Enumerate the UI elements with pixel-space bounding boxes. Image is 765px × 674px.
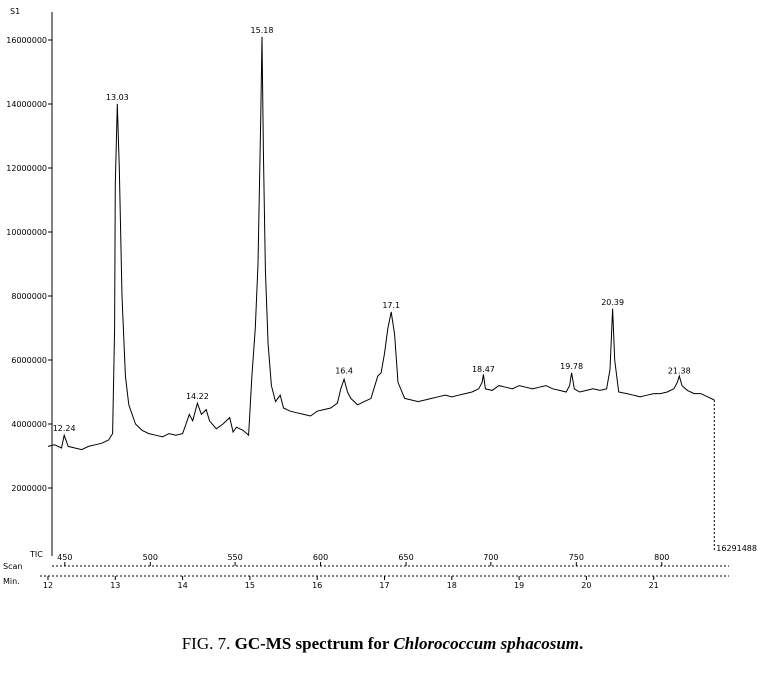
peak-label: 14.22 <box>186 392 209 401</box>
min-tick-label: 15 <box>245 581 255 590</box>
tic-label: TIC <box>29 550 43 559</box>
min-tick-label: 13 <box>110 581 120 590</box>
y-tick-label: 8000000 <box>11 292 47 301</box>
peak-label: 19.78 <box>560 362 583 371</box>
y-tick-label: 10000000 <box>6 228 47 237</box>
peak-label: 13.03 <box>106 93 129 102</box>
peak-label: 16.4 <box>335 367 353 376</box>
scan-tick-label: 550 <box>227 553 242 562</box>
caption-species: Chlorococcum sphacosum <box>393 634 580 653</box>
y-tick-label: 14000000 <box>6 100 47 109</box>
scan-tick-label: 450 <box>57 553 72 562</box>
min-tick-label: 18 <box>447 581 457 590</box>
peak-label: 18.47 <box>472 365 495 374</box>
labels-layer: 12.24 13.03 14.22 15.18 16.4 17.1 18.47 19.78 20… <box>53 26 691 433</box>
min-tick-label: 17 <box>379 581 389 590</box>
scan-tick-label: 800 <box>654 553 669 562</box>
chart-svg: S1 2000000 4000000 6000000 8000000 10000000 12… <box>3 7 757 590</box>
scan-tick-label: 600 <box>313 553 328 562</box>
peak-label: 12.24 <box>53 424 76 433</box>
min-tick-label: 20 <box>581 581 591 590</box>
gcms-chart: S1 2000000 4000000 6000000 8000000 10000000 12… <box>3 7 757 590</box>
caption-bold: GC-MS spectrum for <box>234 634 394 653</box>
peak-label: 20.39 <box>601 298 624 307</box>
min-tick-label: 21 <box>649 581 659 590</box>
peak-label: 17.1 <box>382 301 400 310</box>
peak-label: 21.38 <box>668 367 691 376</box>
end-value-label: 16291488 <box>716 544 757 553</box>
tic-trace <box>47 36 715 451</box>
scan-tick-label: 500 <box>143 553 158 562</box>
scan-axis-label: Scan <box>3 562 22 571</box>
min-axis-label: Min. <box>3 577 20 586</box>
y-tick-label: 12000000 <box>6 164 47 173</box>
min-tick-label: 12 <box>43 581 53 590</box>
scan-tick-label: 750 <box>569 553 584 562</box>
caption-end: . <box>579 634 584 653</box>
axes-layer: S1 2000000 4000000 6000000 8000000 10000000 12… <box>3 7 729 590</box>
min-tick-label: 16 <box>312 581 322 590</box>
y-axis-top-label: S1 <box>10 7 20 16</box>
scan-tick-label: 700 <box>483 553 498 562</box>
figure-caption: FIG. 7. GC-MS spectrum for Chlorococcum … <box>0 634 765 654</box>
series-layer: 16291488 <box>47 36 757 553</box>
peak-label: 15.18 <box>251 26 274 35</box>
scan-tick-label: 650 <box>398 553 413 562</box>
caption-prefix: FIG. 7. <box>181 634 235 653</box>
min-tick-label: 14 <box>178 581 188 590</box>
min-tick-label: 19 <box>514 581 524 590</box>
y-tick-label: 16000000 <box>6 36 47 45</box>
y-tick-label: 4000000 <box>11 420 47 429</box>
y-tick-label: 2000000 <box>11 484 47 493</box>
y-tick-label: 6000000 <box>11 356 47 365</box>
